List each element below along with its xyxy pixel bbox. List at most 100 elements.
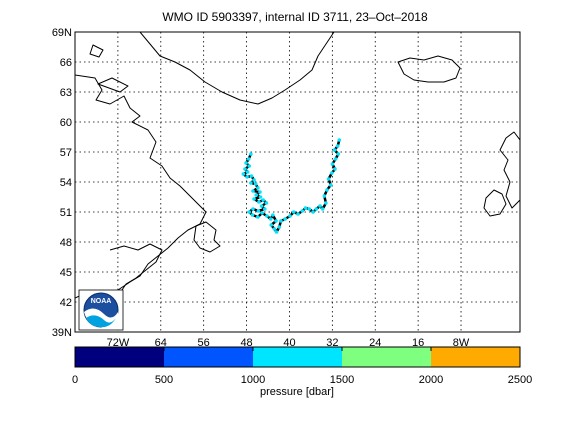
profile-point-40 (291, 210, 296, 214)
lon-tick-label: 24 (369, 337, 381, 349)
profile-point-46 (314, 207, 319, 211)
profile-point-15 (254, 193, 259, 197)
map-panel[interactable]: NOAA (74, 31, 521, 333)
profile-point-21 (259, 204, 264, 208)
map-frame (74, 31, 521, 333)
lon-tick-label: 8W (453, 337, 470, 349)
colorbar-tick-label: 1000 (241, 374, 265, 386)
profile-point-27 (256, 215, 260, 219)
profile-point-39 (288, 214, 292, 218)
profile-point-55 (333, 167, 337, 171)
lat-tick-label: 57 (60, 147, 72, 159)
profile-point-38 (283, 217, 287, 221)
coastline-baffin-inlet (97, 77, 129, 93)
profile-point-20 (264, 201, 269, 205)
lon-tick-label: 32 (326, 337, 338, 349)
profile-point-18 (257, 200, 261, 204)
colorbar-frame (74, 346, 521, 368)
profile-point-31 (271, 213, 275, 217)
colorbar-segment-1 (164, 347, 254, 367)
profile-point-48 (320, 207, 325, 211)
lat-tick-label: 51 (60, 207, 72, 219)
lat-tick-label: 69N (52, 27, 72, 39)
lat-tick-label: 42 (60, 297, 72, 309)
colorbar-tick-label: 2000 (419, 374, 443, 386)
profile-point-58 (336, 152, 341, 156)
profile-point-28 (260, 211, 264, 215)
lon-tick-label: 48 (240, 337, 252, 349)
profile-point-42 (300, 209, 305, 213)
profile-point-37 (279, 219, 283, 223)
profile-point-9 (252, 178, 256, 182)
profile-point-54 (330, 171, 334, 175)
profile-point-23 (256, 209, 261, 213)
profile-point-53 (326, 177, 331, 181)
profile-point-13 (251, 189, 255, 193)
profile-point-57 (333, 157, 338, 161)
profile-point-14 (258, 190, 262, 194)
coastline-maritimes (109, 243, 163, 309)
colorbar: 0 500 1000 1500 2000 2500 pressure [dbar] (72, 346, 532, 398)
profile-point-4 (243, 167, 247, 171)
colorbar-segment-4 (431, 347, 521, 367)
profile-point-17 (252, 197, 256, 201)
profile-point-25 (247, 210, 252, 214)
lon-tick-label: 40 (283, 337, 295, 349)
profile-point-43 (303, 206, 308, 210)
lat-tick-label: 54 (60, 177, 72, 189)
profile-point-34 (272, 227, 277, 231)
profile-point-44 (307, 207, 312, 211)
profile-point-8 (249, 174, 254, 178)
colorbar-tick-label: 1500 (330, 374, 354, 386)
profile-point-33 (269, 223, 274, 227)
profile-point-5 (245, 170, 250, 174)
coastline-newfoundland (193, 221, 221, 253)
profile-point-36 (277, 225, 282, 229)
profile-point-29 (265, 214, 269, 218)
profile-point-51 (325, 188, 329, 192)
lon-tick-label: 72W (107, 337, 130, 349)
profile-point-35 (274, 230, 279, 234)
colorbar-segment-0 (75, 347, 165, 367)
graticule (75, 32, 520, 332)
latitude-tick-labels: 39N 42 45 48 51 54 57 60 63 66 69N (52, 27, 72, 339)
profile-point-56 (330, 162, 335, 166)
profile-point-59 (332, 148, 337, 152)
colorbar-tick-label: 500 (155, 374, 173, 386)
coastline-baffin (75, 74, 207, 213)
colorbar-label: pressure [dbar] (260, 386, 334, 398)
profile-point-7 (245, 175, 249, 179)
profile-point-10 (249, 181, 253, 185)
coastline-ireland (483, 189, 507, 217)
lon-tick-label: 16 (412, 337, 424, 349)
plot-title: WMO ID 5903397, internal ID 3711, 23–Oct… (162, 10, 428, 24)
lon-tick-label: 64 (155, 337, 167, 349)
profile-point-26 (250, 213, 255, 217)
coastline-greenland-island (89, 44, 104, 58)
profile-point-47 (318, 204, 322, 208)
profile-point-3 (247, 164, 252, 168)
longitude-tick-labels: 72W 64 56 48 40 32 24 16 8W (107, 337, 470, 349)
colorbar-tick-label: 2500 (508, 374, 532, 386)
float-trajectory (241, 138, 342, 234)
colorbar-segment-3 (342, 347, 432, 367)
profile-point-45 (311, 210, 315, 214)
profile-point-32 (274, 219, 278, 223)
coastline-greenland (139, 32, 335, 105)
noaa-logo: NOAA (78, 289, 124, 331)
profile-point-60 (335, 144, 340, 148)
profile-point-24 (251, 207, 255, 211)
profile-point-52 (328, 183, 333, 187)
profile-point-1 (246, 157, 251, 161)
colorbar-tick-label: 0 (72, 374, 78, 386)
colorbar-segment-2 (253, 347, 343, 367)
lat-tick-label: 45 (60, 267, 72, 279)
lat-tick-label: 48 (60, 237, 72, 249)
coastline-britain (499, 131, 520, 209)
profile-point-6 (241, 172, 246, 176)
profile-point-2 (244, 161, 248, 165)
lat-tick-label: 66 (60, 57, 72, 69)
profile-point-61 (337, 138, 342, 142)
coastline-iceland (397, 55, 461, 83)
